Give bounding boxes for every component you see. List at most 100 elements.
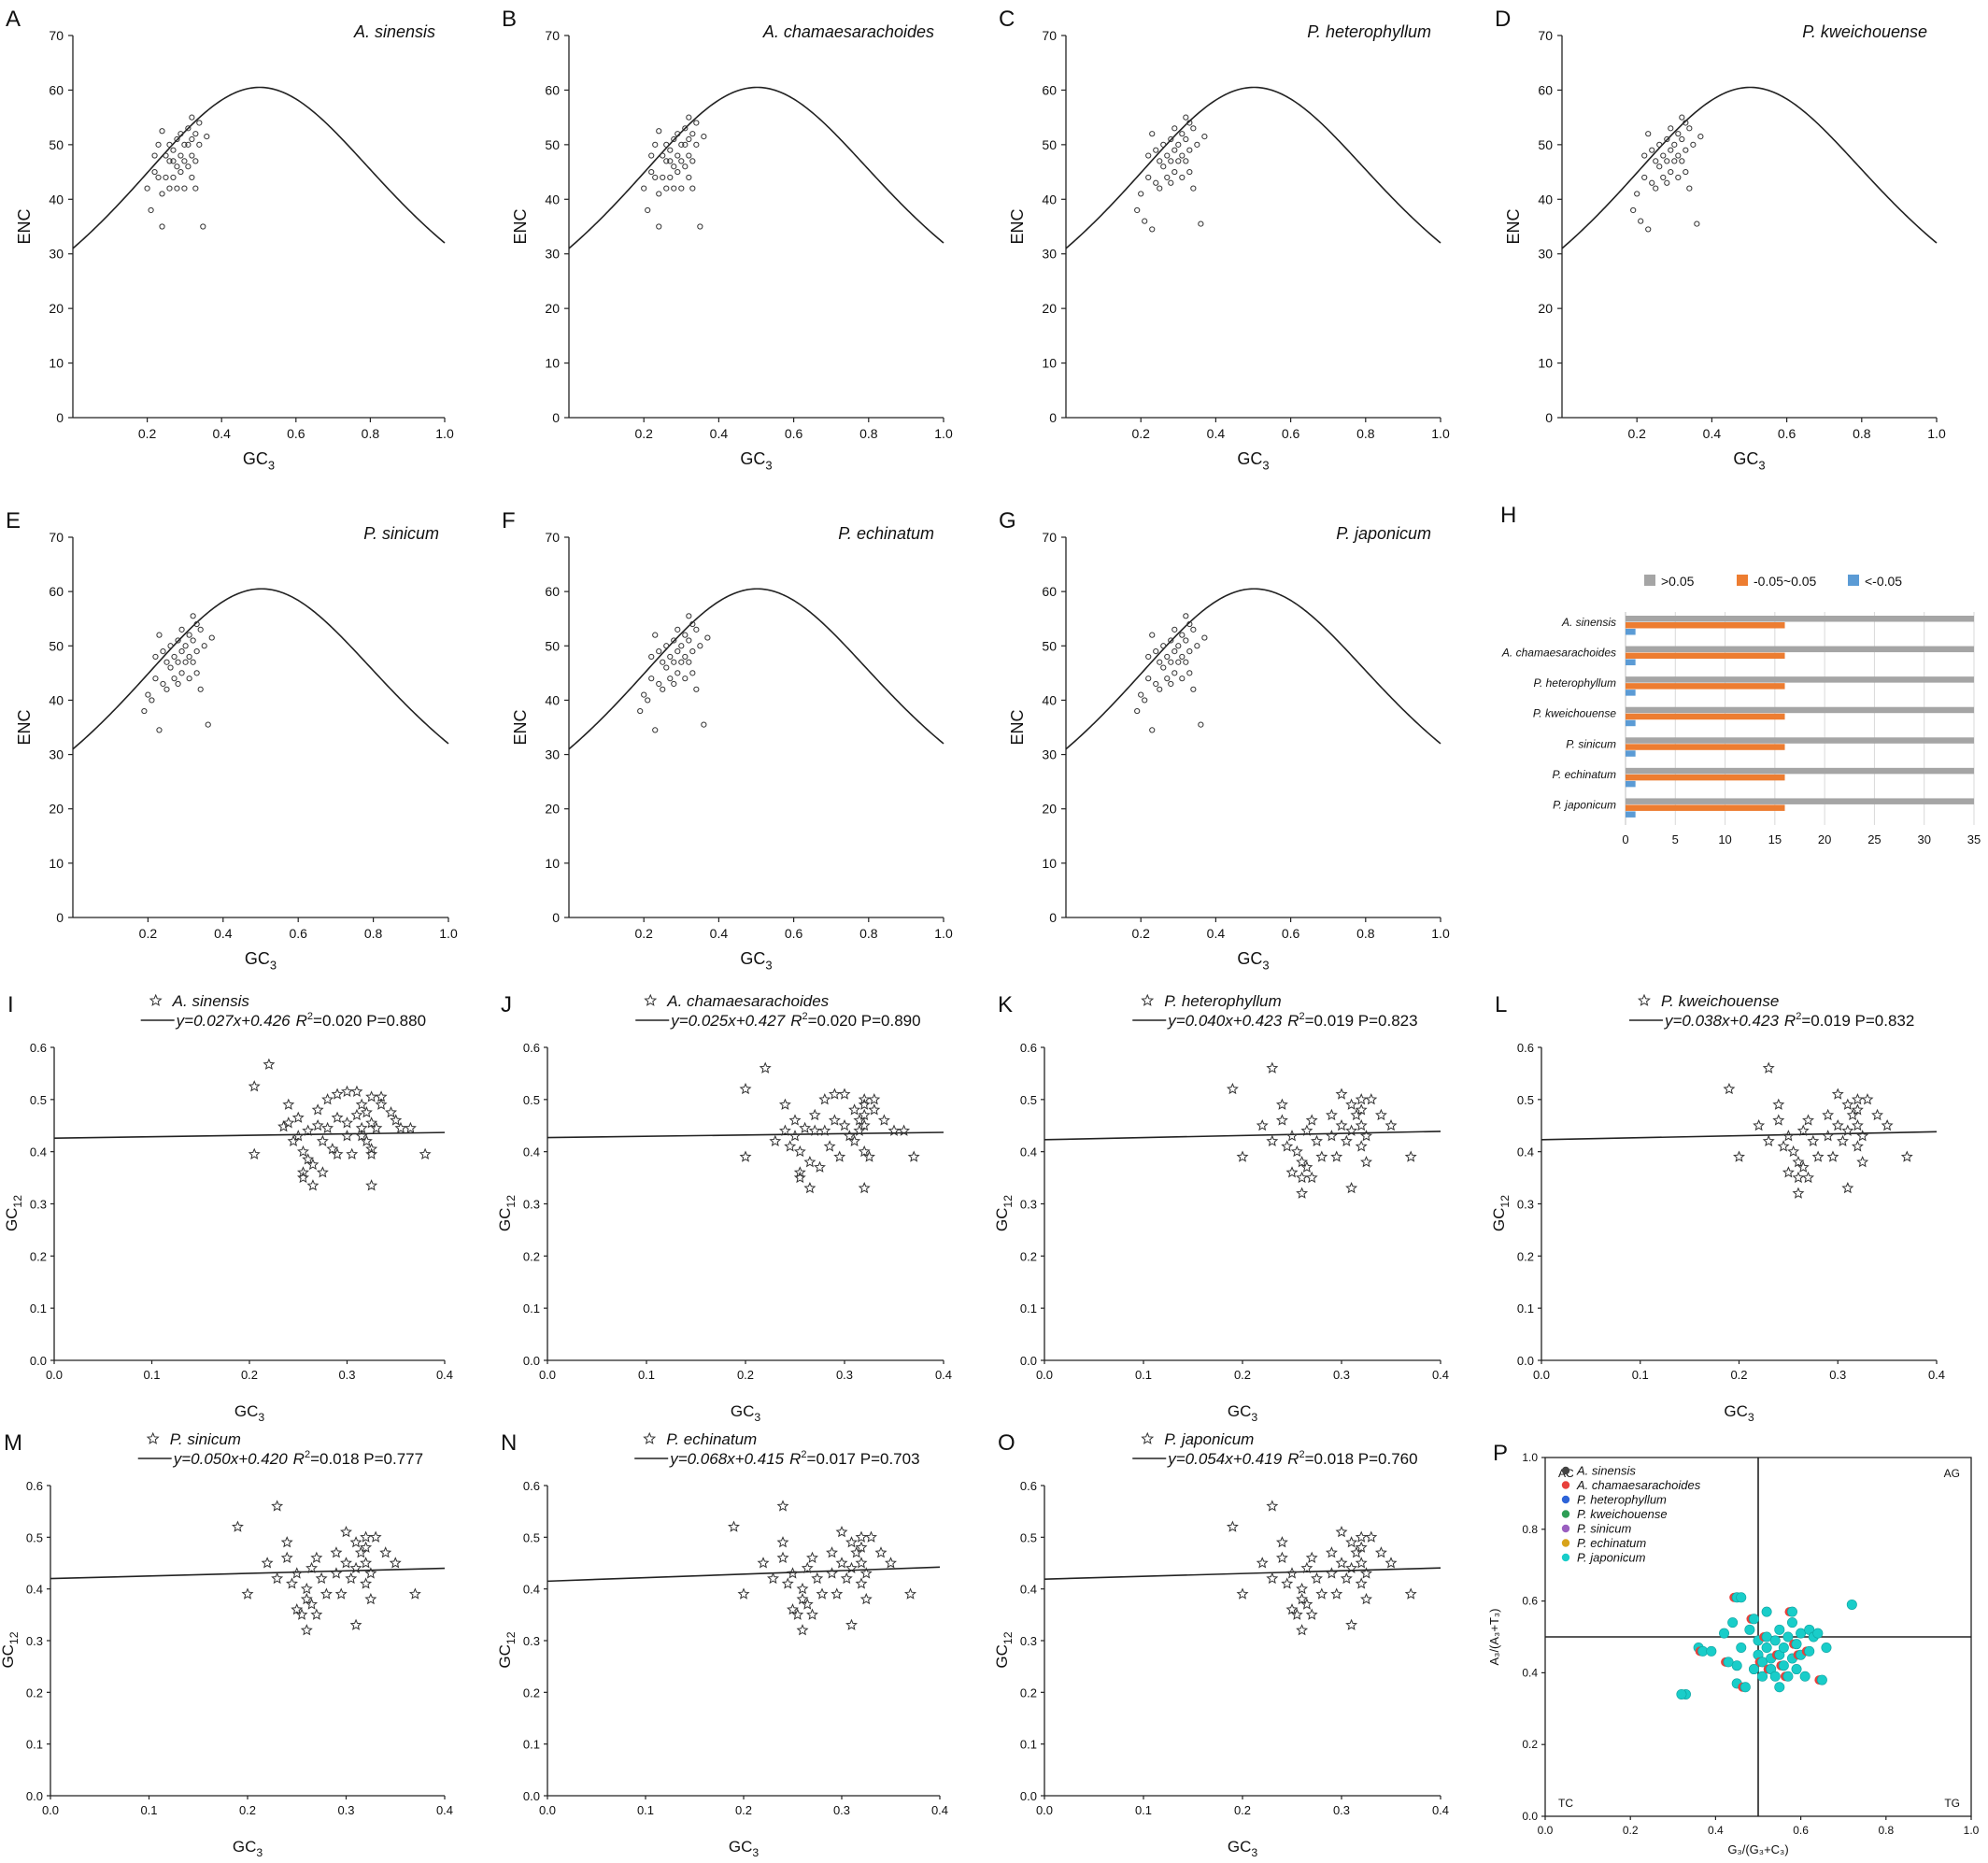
data-point [302,1153,315,1165]
x-tick-label: 1.0 [934,926,953,941]
data-point [1345,1561,1358,1574]
y-axis-label-main: GC [496,1208,514,1232]
y-tick-label: 20 [1042,802,1057,817]
data-point [185,125,192,132]
data-point [326,1143,339,1155]
data-point [1198,721,1204,728]
data-point [282,1116,295,1129]
data-point [808,1108,821,1121]
data-point [204,133,210,140]
fit-equation-stats: =0.017 P=0.703 [807,1450,920,1468]
data-point [271,1500,284,1512]
y-tick-label: 10 [1042,356,1057,371]
data-point [641,185,647,192]
data-point [840,1571,853,1585]
x-tick-label: 0.4 [1928,1368,1945,1382]
data-point [231,1520,244,1532]
y-tick-label: 0.6 [1020,1041,1037,1055]
y-tick-label: 0.4 [26,1583,43,1597]
x-tick-label: 0.6 [287,426,305,441]
x-tick-label: 0.2 [138,426,157,441]
data-point [178,648,185,655]
x-tick-label: 5 [1672,832,1679,846]
x-tick-label: 0.6 [1282,426,1300,441]
data-point [291,1111,305,1123]
legend-label: A. chamaesarachoides [1576,1478,1701,1492]
x-tick-label: 0.2 [1234,1368,1251,1382]
x-axis-label-sub: 3 [258,1411,264,1424]
enc-chart-g: G P. japonicum 0 10 20 30 40 50 60 70 0.2 0.4 0.6 0.8… [999,508,1450,972]
data-point [1149,632,1156,638]
data-point [171,676,178,682]
data-point [189,135,195,143]
data-point [340,1525,352,1538]
data-point [1404,1150,1417,1162]
data-point [1236,1587,1249,1600]
data-point [1201,133,1208,140]
bar-lt-neg-0-05 [1626,750,1636,757]
data-point [855,1530,868,1543]
y-tick-label: 50 [1042,137,1057,152]
x-axis-label: GC3 [729,1838,760,1859]
data-point [1656,164,1663,170]
fit-equation-r: R [790,1012,802,1030]
expected-enc-curve [568,588,944,750]
data-point [287,1134,300,1147]
data-point [189,114,195,121]
data-point [360,1557,373,1569]
data-point [848,1134,861,1147]
data-point [1856,1156,1869,1168]
enc-chart-e: E P. sinicum 0 10 20 30 40 50 60 70 0.2 0.4 0.6 0.8 1.… [6,508,458,972]
data-point [1153,179,1159,186]
panel-letter-m: M [4,1430,22,1456]
fit-equation-sup: 2 [305,1449,310,1460]
data-point [1384,1118,1398,1131]
x-tick-label: 0.8 [364,926,383,941]
y-tick-label: 0 [1049,410,1057,425]
data-point [404,1121,417,1134]
data-point [1190,626,1197,633]
data-point [1837,1134,1850,1147]
legend-species: P. sinicum [170,1430,241,1448]
category-label: P. japonicum [1553,798,1616,811]
data-point [330,1567,343,1579]
x-tick-label: 0.1 [1135,1368,1152,1382]
data-point [286,1577,298,1589]
data-point [166,158,173,164]
data-point [885,1557,897,1569]
data-point [1649,147,1655,153]
data-point [656,191,662,197]
y-tick-label: 0.4 [523,1583,540,1597]
data-point [637,707,644,715]
data-point [1851,1140,1864,1152]
y-tick-label: 40 [49,192,64,206]
data-point [1841,1181,1854,1194]
y-tick-label: 0.3 [523,1198,540,1212]
data-point [1290,1608,1303,1620]
data-point [360,1105,373,1118]
data-point [1822,1108,1835,1121]
y-tick-label: 50 [1042,638,1057,653]
regression-line [1044,1131,1441,1141]
x-tick-label: 0.3 [833,1803,850,1817]
data-point [1179,152,1186,159]
data-point [310,1608,323,1620]
data-point [175,637,181,644]
data-point [1194,141,1200,148]
data-point [1226,1082,1239,1095]
x-tick-label: 0.4 [1432,1368,1449,1382]
chart-species-title: A. chamaesarachoides [762,22,934,41]
data-point [907,1150,920,1162]
data-point [1374,1108,1387,1121]
x-tick-label: 0.4 [710,926,729,941]
data-point [845,1536,858,1548]
data-point [674,648,681,655]
x-tick-label: 0.4 [710,426,729,441]
data-point [296,1166,309,1178]
x-tick-label: 30 [1917,832,1930,846]
y-tick-label: 40 [545,692,560,707]
data-point [1311,1571,1323,1585]
x-tick-label: 10 [1718,832,1731,846]
data-point [1762,1061,1775,1074]
data-point [811,1571,824,1585]
